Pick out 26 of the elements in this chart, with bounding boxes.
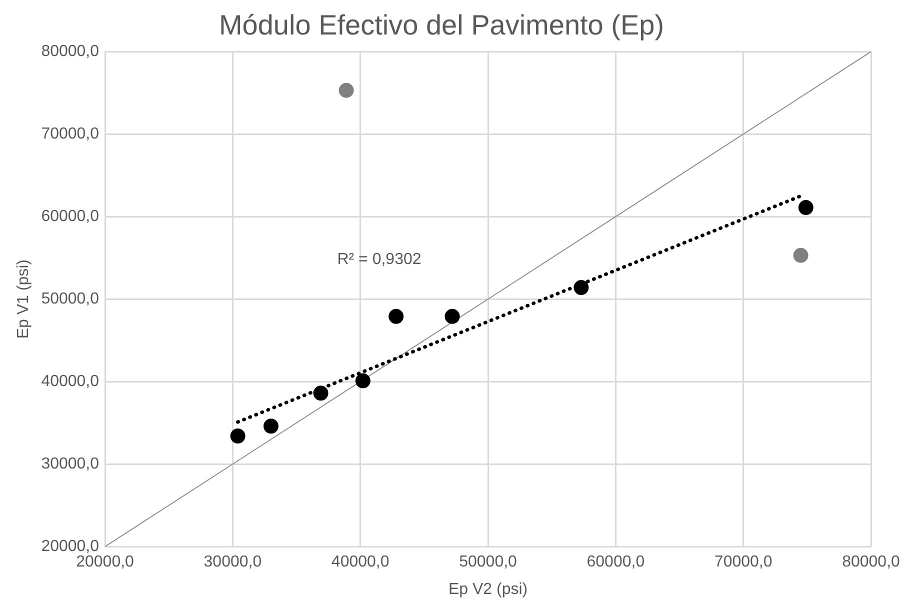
point xyxy=(338,82,354,98)
chart-title: Módulo Efectivo del Pavimento (Ep) xyxy=(218,10,664,41)
y-tick-label: 50000,0 xyxy=(41,290,100,308)
x-tick-label: 30000,0 xyxy=(204,554,262,571)
annotation: R² = 0,9302 xyxy=(337,250,422,268)
point xyxy=(798,200,814,216)
x-tick-label: 70000,0 xyxy=(714,554,772,571)
x-tick-label: 60000,0 xyxy=(586,554,645,571)
point xyxy=(230,428,246,444)
point xyxy=(388,308,404,324)
y-axis-title: Ep V1 (psi) xyxy=(15,260,32,339)
y-tick-label: 30000,0 xyxy=(41,456,100,473)
x-tick-label: 80000,0 xyxy=(842,554,900,571)
x-axis-title: Ep V2 (psi) xyxy=(448,580,528,598)
x-tick-label: 50000,0 xyxy=(459,554,518,571)
point xyxy=(793,248,808,263)
y-tick-label: 60000,0 xyxy=(41,208,100,226)
x-tick-label: 40000,0 xyxy=(331,554,390,571)
y-tick-label: 70000,0 xyxy=(41,126,100,143)
point xyxy=(263,418,278,434)
point xyxy=(355,373,370,388)
y-tick-label: 40000,0 xyxy=(41,373,100,390)
y-tick-label: 80000,0 xyxy=(41,43,100,60)
point xyxy=(444,308,460,324)
y-tick-label: 20000,0 xyxy=(41,538,100,556)
x-tick-label: 20000,0 xyxy=(76,554,134,571)
